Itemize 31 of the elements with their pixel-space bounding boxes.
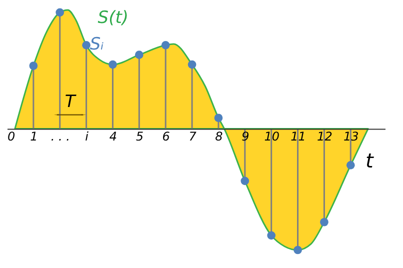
- x-tick-label: 5: [136, 129, 144, 144]
- point: [29, 62, 38, 70]
- x-tick-label: 9: [242, 129, 250, 144]
- series-label: Sᵢ: [90, 34, 104, 54]
- x-tick-label: 4: [109, 129, 118, 144]
- annotation: T: [64, 92, 77, 112]
- point: [134, 50, 144, 60]
- point: [240, 176, 250, 186]
- x-tick-label: i: [85, 129, 90, 144]
- x-tick-label: . . .: [50, 129, 70, 144]
- x-axis-title: t: [366, 148, 374, 172]
- x-tick-label: 13: [343, 129, 359, 144]
- point: [161, 40, 170, 50]
- point: [320, 218, 328, 226]
- point: [82, 40, 90, 50]
- series-label: S(t): [98, 8, 129, 28]
- point: [214, 114, 223, 122]
- x-tick-label: 0: [8, 129, 16, 144]
- x-tick-label: 6: [162, 129, 170, 144]
- point: [294, 246, 302, 254]
- point: [108, 60, 117, 69]
- point: [56, 8, 64, 17]
- x-tick-label: 7: [188, 129, 197, 144]
- point: [346, 160, 355, 170]
- x-tick-label: 8: [215, 129, 224, 144]
- x-tick-label: 1: [30, 129, 38, 144]
- x-tick-label: 12: [317, 129, 332, 144]
- x-tick-label: 11: [290, 129, 306, 144]
- x-tick-label: 10: [264, 129, 280, 144]
- point: [267, 231, 276, 240]
- point: [188, 60, 196, 69]
